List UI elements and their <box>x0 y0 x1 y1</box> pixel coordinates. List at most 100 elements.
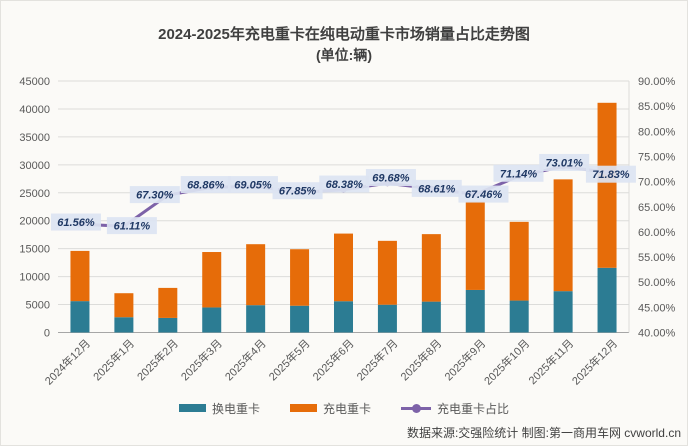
pct-label-text: 67.85% <box>279 186 317 198</box>
pct-label-text: 61.11% <box>114 221 151 233</box>
bar-segment-charge <box>421 234 441 302</box>
x-axis-tick: 2025年3月 <box>178 336 225 383</box>
bar-segment-charge <box>202 252 222 308</box>
bar-segment-charge <box>114 293 134 318</box>
left-axis-tick: 35000 <box>19 132 50 144</box>
dot-swatch <box>412 403 421 413</box>
right-axis-tick: 75.00% <box>638 151 676 163</box>
pct-label-text: 71.14% <box>500 168 538 180</box>
legend-label-swap: 换电重卡 <box>211 401 260 416</box>
left-axis-tick: 40000 <box>19 104 50 116</box>
bar-segment-charge <box>377 240 397 305</box>
left-axis-tick: 5000 <box>26 300 50 312</box>
bar-segment-charge <box>334 233 353 302</box>
pct-label-box <box>129 186 180 204</box>
pct-label-text: 73.01% <box>546 157 584 169</box>
bar-segment-charge <box>246 244 266 306</box>
left-axis-tick: 0 <box>44 328 50 340</box>
x-axis-tick: 2025年4月 <box>222 336 269 383</box>
bar-segment-swap <box>421 301 441 333</box>
bar-segment-charge <box>70 250 90 302</box>
bar-segment-charge <box>597 102 617 268</box>
bar-segment-charge <box>509 221 529 301</box>
left-axis-tick: 25000 <box>19 188 50 200</box>
pct-label-box <box>458 185 509 203</box>
bar-segment-swap <box>158 317 178 333</box>
pct-label-box <box>365 169 416 187</box>
x-axis-tick: 2025年11月 <box>525 336 576 387</box>
pct-label-text: 67.30% <box>136 190 174 202</box>
footer-credit: 数据来源:交强险统计 制图:第一商用车网 cvworld.cn <box>406 426 681 440</box>
pct-label-text: 68.61% <box>418 183 456 195</box>
right-axis-tick: 90.00% <box>638 76 676 88</box>
pct-label-text: 61.56% <box>57 217 95 229</box>
pct-label-text: 67.46% <box>465 189 503 201</box>
pct-label-text: 68.86% <box>187 180 225 192</box>
swap-truck-swatch-icon <box>178 404 206 412</box>
pct-label-box <box>539 153 590 171</box>
right-axis-tick: 40.00% <box>638 328 676 340</box>
pct-label-box <box>493 164 544 182</box>
legend-item-pct: 充电重卡占比 <box>401 400 509 417</box>
legend-item-charge: 充电重卡 <box>289 400 371 417</box>
bar-segment-swap <box>465 289 485 333</box>
left-axis-tick: 15000 <box>19 244 50 256</box>
legend: 换电重卡 充电重卡 充电重卡占比 <box>1 399 687 417</box>
right-axis-tick: 70.00% <box>638 177 676 189</box>
bar-segment-charge <box>553 179 573 292</box>
charge-truck-swatch-icon <box>289 404 317 412</box>
pct-label-box <box>227 176 278 194</box>
pct-label-text: 69.05% <box>234 180 272 192</box>
pct-line-marker-icon <box>401 403 431 413</box>
right-axis-tick: 55.00% <box>638 252 676 264</box>
bar-segment-swap <box>553 291 573 333</box>
right-axis-tick: 50.00% <box>638 277 676 289</box>
x-axis-tick: 2025年9月 <box>441 336 488 383</box>
left-axis-labels: 0 5000 10000 15000 20000 25000 30000 35000 40000… <box>19 76 50 340</box>
x-axis-tick: 2025年8月 <box>397 336 444 383</box>
bar-segment-swap <box>202 307 222 333</box>
pct-label-box <box>106 217 157 235</box>
bar-segment-charge <box>290 249 310 306</box>
right-axis-tick: 60.00% <box>638 227 676 239</box>
bar-segment-swap <box>290 305 310 333</box>
bar-segment-swap <box>114 317 134 333</box>
pct-label-box <box>411 179 462 197</box>
chart-title: 2024-2025年充电重卡在纯电动重卡市场销量占比走势图 <box>158 26 530 43</box>
x-axis-tick: 2024年12月 <box>42 336 93 387</box>
x-axis-tick: 2025年1月 <box>90 336 137 383</box>
left-axis-tick: 45000 <box>19 76 50 88</box>
right-axis-tick: 85.00% <box>638 101 676 113</box>
bar-segment-charge <box>158 287 178 318</box>
right-axis-tick: 45.00% <box>638 302 676 314</box>
bar-segment-swap <box>70 301 90 333</box>
x-axis-tick: 2025年7月 <box>353 336 400 383</box>
pct-label-text: 69.68% <box>372 173 410 185</box>
bar-segment-swap <box>509 300 529 333</box>
right-axis-tick: 65.00% <box>638 202 676 214</box>
bars-group <box>70 102 617 333</box>
left-axis-tick: 20000 <box>19 216 50 228</box>
pct-label-box <box>180 176 231 194</box>
pct-label-box <box>272 182 323 200</box>
pct-label-box <box>319 175 370 193</box>
x-axis-tick: 2025年12月 <box>569 336 620 387</box>
pct-label-text: 71.83% <box>592 169 630 181</box>
x-axis-tick: 2025年2月 <box>134 336 181 383</box>
chart-subtitle: (单位:辆) <box>316 47 372 63</box>
left-axis-tick: 10000 <box>19 272 50 284</box>
bar-segment-charge <box>465 201 485 290</box>
bar-segment-swap <box>597 267 617 333</box>
bar-segment-swap <box>246 305 266 333</box>
x-axis-tick: 2025年10月 <box>481 336 532 387</box>
legend-item-swap: 换电重卡 <box>178 400 260 417</box>
legend-label-charge: 充电重卡 <box>322 401 371 416</box>
x-axis-tick: 2025年6月 <box>310 336 357 383</box>
pct-label-box <box>50 213 101 231</box>
bar-segment-swap <box>334 301 353 333</box>
bar-segment-swap <box>377 304 397 333</box>
pct-label-box <box>585 165 636 183</box>
